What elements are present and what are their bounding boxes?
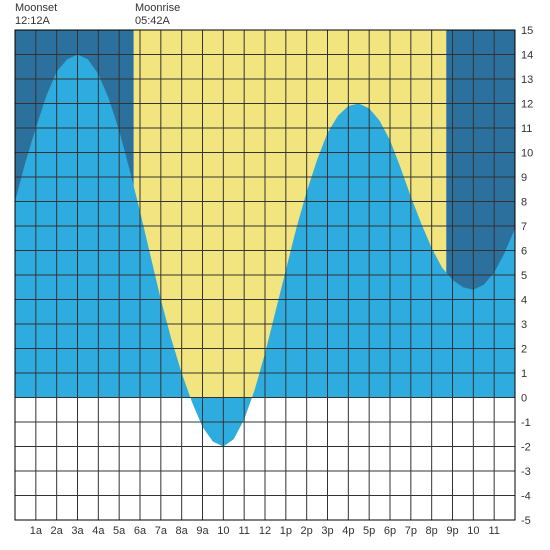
- moonrise-title: Moonrise: [135, 2, 180, 15]
- svg-text:8a: 8a: [176, 525, 189, 537]
- tide-chart: Moonset 12:12A Moonrise 05:42A -5-4-3-2-…: [0, 0, 550, 550]
- svg-text:-2: -2: [521, 442, 531, 454]
- svg-text:3p: 3p: [321, 525, 333, 537]
- svg-text:6a: 6a: [134, 525, 147, 537]
- svg-text:5a: 5a: [113, 525, 126, 537]
- svg-text:13: 13: [521, 74, 533, 86]
- svg-text:8p: 8p: [426, 525, 438, 537]
- svg-text:0: 0: [521, 393, 527, 405]
- svg-text:5: 5: [521, 270, 527, 282]
- moonset-label: Moonset 12:12A: [15, 2, 57, 28]
- moonset-title: Moonset: [15, 2, 57, 15]
- svg-text:3a: 3a: [71, 525, 84, 537]
- svg-text:10: 10: [521, 148, 533, 160]
- svg-text:-3: -3: [521, 466, 531, 478]
- svg-text:9: 9: [521, 172, 527, 184]
- chart-svg: -5-4-3-2-101234567891011121314151a2a3a4a…: [0, 0, 550, 550]
- svg-text:11: 11: [521, 123, 532, 135]
- svg-text:2a: 2a: [51, 525, 64, 537]
- svg-text:15: 15: [521, 25, 533, 37]
- svg-text:12: 12: [521, 99, 533, 111]
- svg-text:11: 11: [488, 525, 499, 537]
- svg-text:1a: 1a: [30, 525, 43, 537]
- svg-text:4p: 4p: [342, 525, 354, 537]
- svg-text:1p: 1p: [280, 525, 292, 537]
- svg-text:2: 2: [521, 344, 527, 356]
- svg-text:6p: 6p: [384, 525, 396, 537]
- svg-text:5p: 5p: [363, 525, 375, 537]
- svg-text:-1: -1: [521, 417, 531, 429]
- svg-text:7a: 7a: [155, 525, 168, 537]
- svg-text:10: 10: [467, 525, 479, 537]
- svg-text:12: 12: [259, 525, 271, 537]
- svg-text:11: 11: [238, 525, 249, 537]
- svg-text:-5: -5: [521, 515, 531, 527]
- svg-text:4: 4: [521, 295, 527, 307]
- moonset-time: 12:12A: [15, 15, 57, 28]
- moonrise-label: Moonrise 05:42A: [135, 2, 180, 28]
- svg-text:3: 3: [521, 319, 527, 331]
- svg-text:14: 14: [521, 50, 533, 62]
- svg-text:9a: 9a: [196, 525, 209, 537]
- svg-text:7p: 7p: [405, 525, 417, 537]
- moonrise-time: 05:42A: [135, 15, 180, 28]
- svg-text:2p: 2p: [301, 525, 313, 537]
- svg-text:6: 6: [521, 246, 527, 258]
- svg-text:10: 10: [217, 525, 229, 537]
- svg-text:-4: -4: [521, 491, 531, 503]
- svg-text:7: 7: [521, 221, 527, 233]
- svg-text:9p: 9p: [446, 525, 458, 537]
- svg-text:4a: 4a: [92, 525, 105, 537]
- svg-text:1: 1: [521, 368, 527, 380]
- svg-text:8: 8: [521, 197, 527, 209]
